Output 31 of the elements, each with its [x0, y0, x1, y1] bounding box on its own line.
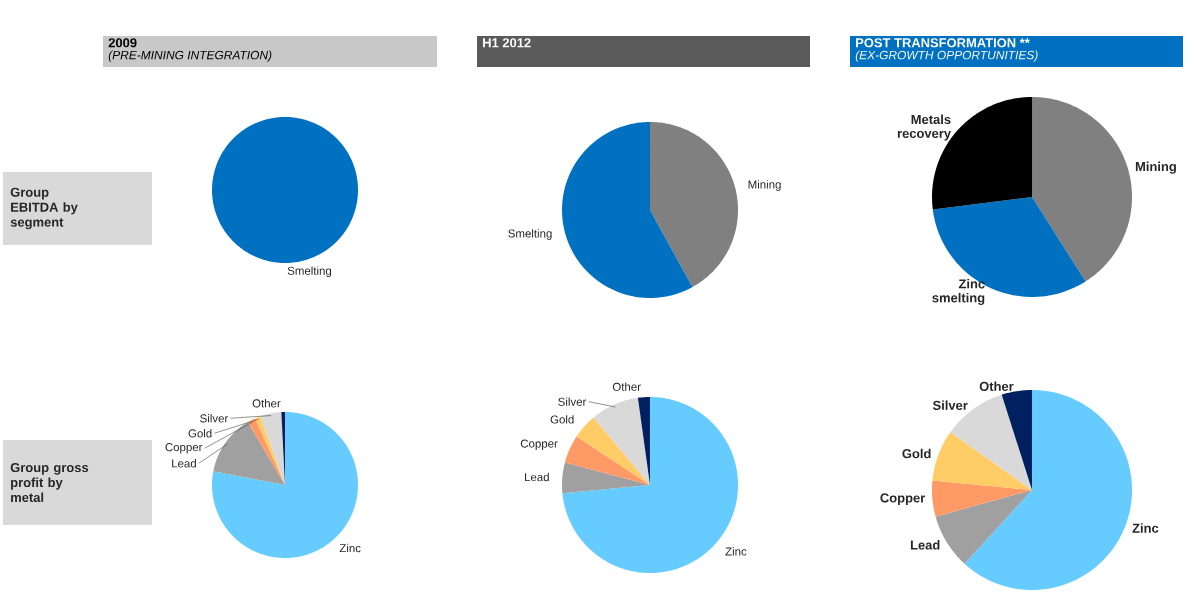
- text: Group gross profit by metal: [10, 462, 89, 503]
- slice-label: Metals recovery: [897, 114, 951, 141]
- chart-subtitle: (PRE-MINING INTEGRATION): [108, 50, 272, 62]
- slice-label: Smelting: [508, 229, 552, 240]
- slice-label: Mining: [1135, 161, 1176, 174]
- slice-label: Gold: [902, 448, 931, 459]
- slice-label: Copper: [165, 443, 203, 454]
- chart-subtitle: (EX-GROWTH OPPORTUNITIES): [855, 50, 1038, 62]
- slice-label: Copper: [880, 493, 926, 506]
- slice-label: Zinc smelting: [932, 278, 985, 306]
- slice-label: Mining: [748, 180, 781, 191]
- slice-label: Copper: [520, 439, 558, 450]
- slice-label: Other: [612, 382, 641, 391]
- slice-label: Lead: [910, 540, 940, 550]
- slice-label: Lead: [172, 459, 196, 468]
- text: Group EBITDA by segment: [10, 187, 78, 230]
- slice-label: Silver: [200, 414, 229, 423]
- slice-label: Other: [979, 381, 1014, 391]
- slice-label: Silver: [932, 400, 968, 410]
- slice-label: Smelting: [287, 266, 332, 278]
- slice-label: Zinc: [725, 547, 747, 556]
- chart-title: 2009: [108, 38, 137, 48]
- slice-label: Gold: [188, 429, 212, 438]
- slice-label: Lead: [525, 472, 549, 482]
- slice-label: Zinc: [1132, 523, 1159, 533]
- slice-label: Zinc: [339, 543, 361, 553]
- slice-label: Other: [252, 399, 281, 408]
- slice-label: Gold: [550, 415, 574, 424]
- slice-label: Silver: [558, 397, 587, 406]
- chart-title: H1 2012: [483, 38, 531, 48]
- chart-title: POST TRANSFORMATION **: [856, 38, 1030, 48]
